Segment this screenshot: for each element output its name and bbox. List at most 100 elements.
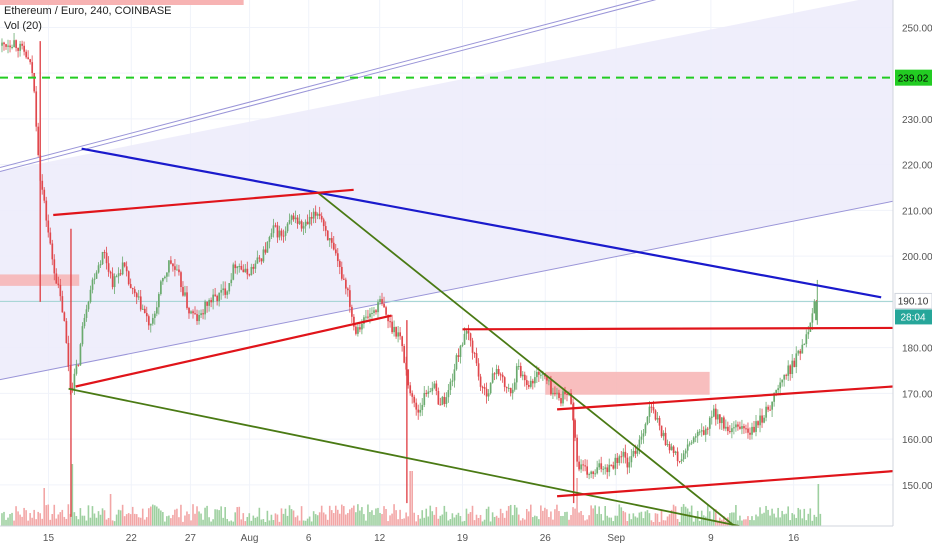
volume-bar — [3, 511, 5, 526]
candle-body — [328, 238, 331, 241]
candle-body — [93, 278, 96, 280]
candle-body — [455, 355, 458, 370]
candle-body — [43, 189, 46, 201]
volume-bar — [282, 513, 285, 526]
volume-bar — [775, 517, 777, 526]
candle-body — [123, 262, 126, 267]
candle-body — [206, 301, 208, 306]
volume-bar — [391, 513, 393, 526]
volume-bar — [680, 506, 683, 526]
candle-body — [236, 266, 239, 269]
candle-body — [7, 45, 9, 47]
candle-body — [483, 387, 486, 389]
volume-bar — [153, 505, 156, 526]
candle-body — [292, 215, 295, 220]
candle-body — [304, 221, 307, 227]
candle-body — [194, 313, 196, 315]
candle-body — [656, 418, 659, 420]
volume-bar — [139, 517, 142, 526]
volume-bar — [536, 516, 538, 526]
candle-body — [761, 415, 763, 423]
candle-body — [326, 230, 329, 241]
volume-bar — [389, 515, 391, 526]
volume-bar — [97, 511, 100, 526]
candle-body — [246, 268, 249, 275]
candle-body — [775, 390, 778, 393]
last-candle-body — [815, 301, 818, 321]
volume-bar — [119, 510, 122, 526]
candle-body — [749, 432, 751, 435]
volume-bar — [105, 519, 108, 526]
red-trendline-1 — [53, 188, 354, 217]
candle-body — [59, 284, 62, 297]
candle-body — [519, 365, 522, 377]
volume-bar — [779, 517, 781, 526]
candle-body — [75, 364, 78, 374]
volume-bar — [654, 513, 657, 526]
volume-bar — [320, 505, 323, 526]
candle-body — [457, 355, 460, 357]
volume-bar — [383, 506, 385, 526]
volume-bar — [803, 508, 806, 526]
resistance-badge-bg — [895, 69, 932, 86]
volume-bar — [77, 519, 80, 526]
candle-body — [218, 292, 221, 302]
volume-bar — [540, 505, 542, 526]
candle-body — [401, 336, 404, 347]
volume-bar — [274, 513, 277, 526]
volume-bar — [210, 521, 212, 526]
volume-bar — [467, 513, 470, 526]
volume-bar — [415, 521, 417, 526]
volume-bar — [33, 509, 35, 526]
volume-bar — [642, 518, 645, 526]
volume-bar — [51, 514, 54, 526]
volume-bar — [759, 507, 761, 526]
volume-bar — [441, 514, 444, 526]
volume-bar — [532, 517, 534, 526]
volume-bar — [739, 515, 741, 526]
volume-bar — [204, 507, 206, 526]
volume-bar — [23, 507, 25, 526]
volume-bar — [769, 515, 771, 526]
candle-body — [220, 290, 223, 293]
candle-body — [785, 374, 788, 376]
volume-bar — [393, 504, 395, 526]
volume-bar — [624, 512, 627, 526]
candle-body — [79, 344, 82, 366]
candle-body — [437, 391, 440, 405]
volume-bar — [590, 505, 592, 526]
volume-bar — [162, 512, 164, 526]
candle-body — [425, 392, 428, 394]
volume-bar — [634, 516, 637, 526]
candle-body — [765, 406, 767, 418]
volume-bar — [419, 518, 422, 526]
volume-bar — [578, 512, 580, 526]
volume-bar — [53, 504, 56, 526]
x-tick-label: 6 — [306, 533, 312, 544]
candle-body — [433, 383, 436, 388]
candle-body — [371, 312, 373, 314]
volume-bar — [343, 506, 345, 526]
candle-body — [260, 258, 263, 262]
candle-body — [5, 44, 7, 47]
volume-bar — [527, 511, 530, 526]
volume-bar — [322, 512, 325, 526]
candle-body — [294, 217, 297, 220]
volume-bar — [712, 509, 715, 526]
y-tick-label: 220.00 — [902, 161, 932, 172]
candle-body — [407, 369, 410, 386]
volume-bar — [608, 517, 611, 526]
volume-bar — [332, 513, 335, 526]
candle-body — [801, 344, 804, 354]
candle-body — [365, 316, 367, 318]
volume-bar — [246, 516, 249, 526]
volume-bar — [793, 514, 796, 526]
candle-body — [383, 303, 385, 308]
candle-body — [648, 406, 651, 417]
candle-body — [477, 363, 480, 377]
candle-body — [554, 392, 556, 394]
candle-body — [238, 266, 241, 268]
candle-body — [318, 213, 321, 216]
